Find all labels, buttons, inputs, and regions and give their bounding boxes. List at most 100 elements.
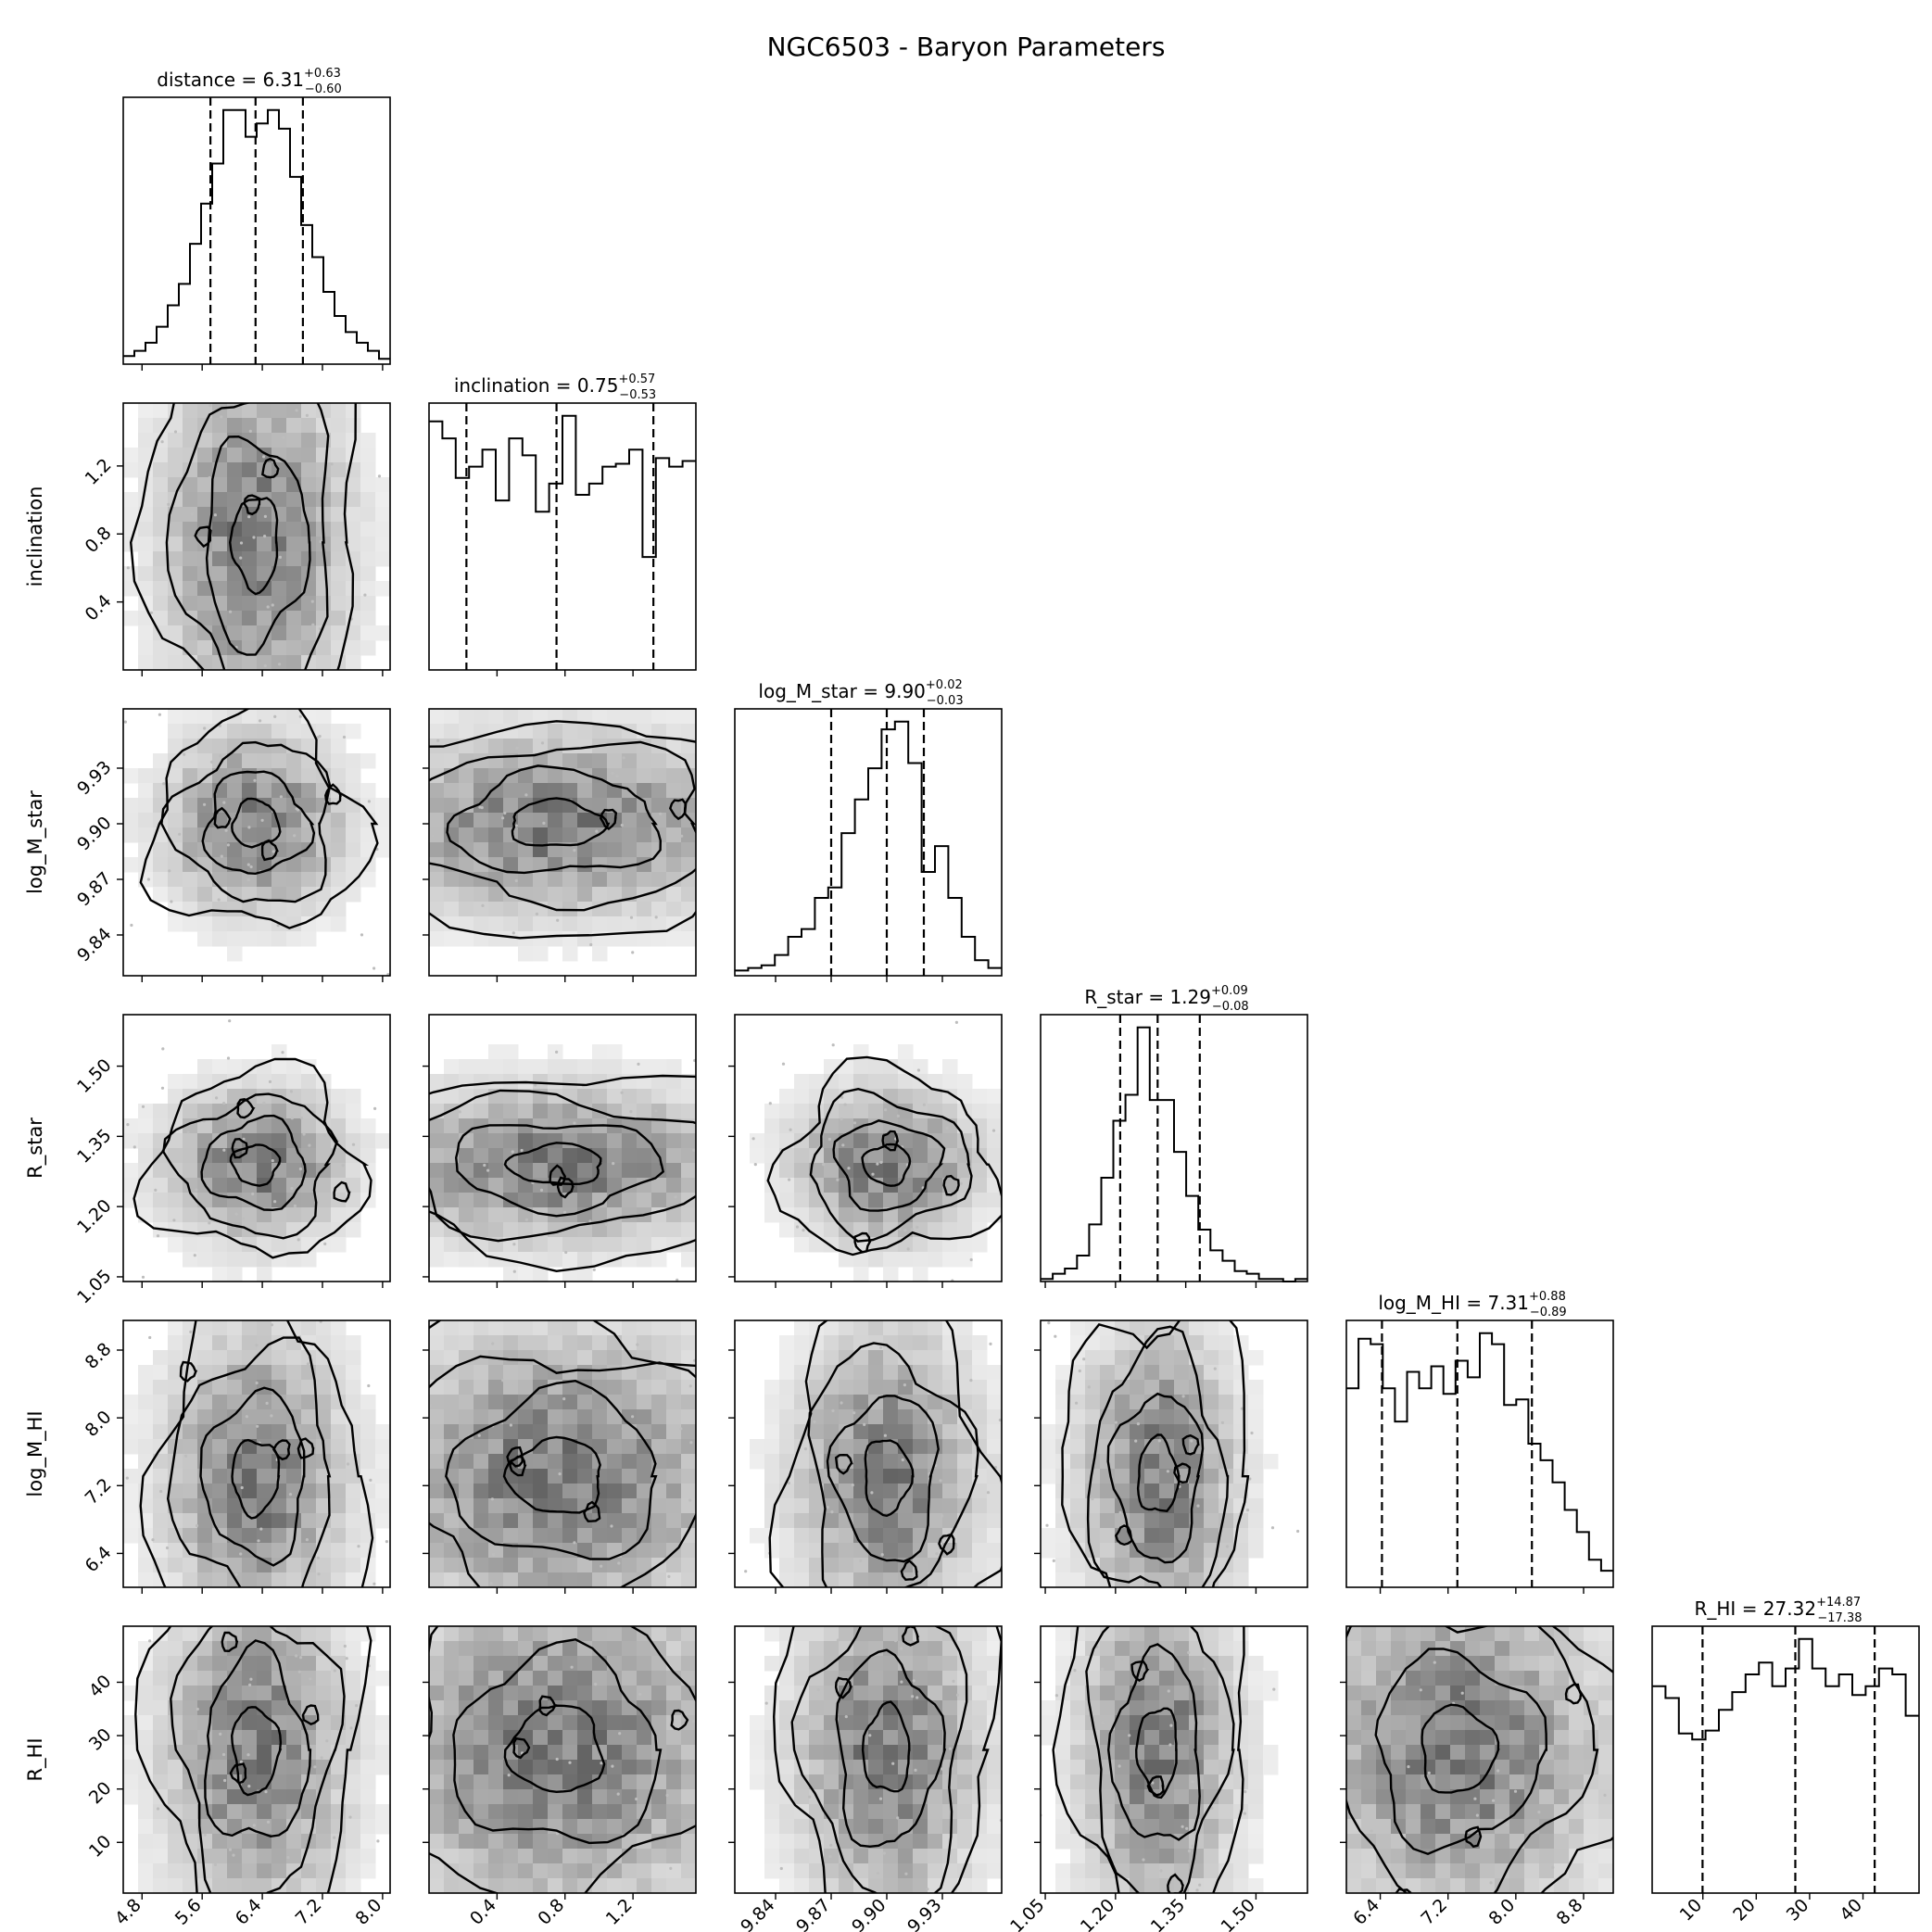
scatter-panel-R_star-vs-R_HI	[1040, 1625, 1308, 1894]
histogram-steps-R_star	[1041, 1026, 1307, 1282]
contour-peak	[297, 1437, 315, 1459]
y-tick-label-R_HI: 40	[85, 1671, 116, 1701]
contour-line	[445, 1379, 658, 1560]
contour-line	[1106, 1643, 1201, 1841]
contour-line	[200, 1114, 307, 1212]
x-tick-label-distance: 8.0	[351, 1895, 385, 1929]
panel-frame	[734, 1625, 1003, 1894]
x-tick-label-log_M_star: 9.93	[903, 1895, 945, 1932]
x-tick-label-R_star: 1.20	[1077, 1895, 1118, 1932]
scatter-panel-distance-vs-log_M_HI	[122, 1320, 391, 1588]
y-tick-label-log_M_HI: 8.8	[82, 1339, 116, 1373]
contour-line	[861, 1700, 911, 1793]
contour-line	[1134, 1707, 1178, 1799]
contour-line	[1106, 1392, 1205, 1564]
contour-peak	[1146, 1775, 1165, 1797]
page-title: NGC6503 - Baryon Parameters	[766, 32, 1166, 62]
y-tick-label-R_star: 1.05	[73, 1266, 115, 1307]
scatter-panel-inclination-vs-log_M_HI	[428, 1320, 697, 1588]
panel-frame	[122, 96, 391, 365]
x-tick-label-R_star: 1.05	[1006, 1895, 1048, 1932]
contour-peak	[1464, 1825, 1483, 1849]
contour-peak	[670, 1709, 689, 1731]
contour-peak	[1173, 1462, 1192, 1484]
x-tick-label-distance: 5.6	[171, 1895, 206, 1929]
x-tick-label-distance: 6.4	[232, 1895, 266, 1929]
contour-peak	[881, 1130, 900, 1152]
contour-line	[807, 1342, 979, 1587]
scatter-panel-distance-vs-inclination	[122, 402, 391, 671]
panel-frame	[122, 402, 391, 671]
contour-peak	[1130, 1660, 1150, 1683]
contour-line	[162, 1092, 338, 1240]
y-axis-label-log_M_star: log_M_star	[24, 790, 47, 894]
panel-title-plus: +0.02	[926, 678, 963, 692]
y-tick-label-R_star: 1.20	[73, 1195, 115, 1237]
contour-peak	[179, 1360, 198, 1383]
contour-line	[503, 1704, 606, 1794]
contour-peak	[717, 780, 732, 799]
panel-frame	[122, 1625, 391, 1894]
histogram-distance: distance = 6.31+0.63 −0.60	[122, 67, 391, 365]
panel-title-main: R_HI = 27.32	[1695, 1597, 1817, 1620]
contour-line	[768, 1320, 1002, 1587]
panel-title-log_M_HI: log_M_HI = 7.31+0.88 −0.89	[1378, 1290, 1566, 1320]
x-tick-label-inclination: 1.2	[602, 1895, 637, 1929]
contour-line	[809, 1087, 973, 1243]
x-tick-label-R_HI: 20	[1729, 1895, 1760, 1926]
contour-line	[129, 403, 357, 670]
y-axis-label-R_HI: R_HI	[24, 1737, 47, 1781]
panel-title-main: log_M_star = 9.90	[758, 680, 926, 702]
contour-line	[772, 1626, 1002, 1893]
contour-line	[861, 1143, 912, 1187]
contour-peak	[243, 494, 261, 516]
histogram-steps-log_M_star	[735, 720, 1002, 972]
contour-line	[205, 435, 311, 656]
contour-peak	[260, 839, 279, 862]
y-tick-label-inclination: 0.8	[82, 523, 116, 557]
contour-peak	[512, 1736, 531, 1760]
contour-line	[454, 1124, 665, 1218]
y-tick-label-R_HI: 20	[85, 1778, 116, 1809]
contour-peak	[900, 1559, 918, 1582]
x-tick-label-log_M_HI: 8.0	[1484, 1895, 1519, 1929]
contour-line	[165, 403, 330, 670]
panel-title-plus: +0.63	[304, 67, 341, 81]
scatter-panel-inclination-vs-log_M_star	[428, 708, 732, 977]
contour-peak	[1564, 1683, 1583, 1705]
panel-frame	[734, 708, 1003, 977]
contour-peak	[538, 1695, 558, 1717]
panel-frame	[122, 1014, 391, 1282]
contour-peak	[236, 1098, 256, 1119]
histogram-steps-inclination	[429, 414, 696, 559]
y-tick-label-inclination: 0.4	[82, 591, 116, 625]
contour-line	[1086, 1325, 1230, 1587]
contour-peak	[194, 525, 212, 549]
contour-line	[864, 1439, 915, 1518]
y-tick-label-log_M_star: 9.90	[73, 813, 115, 854]
scatter-panel-log_M_star-vs-R_HI	[734, 1625, 1003, 1894]
y-tick-label-log_M_HI: 6.4	[82, 1542, 116, 1576]
histogram-R_HI: R_HI = 27.32+14.87 −17.38	[1651, 1596, 1920, 1894]
contour-line	[133, 1057, 373, 1259]
scatter-panel-log_M_star-vs-R_star	[734, 1014, 1003, 1282]
contour-line	[429, 1626, 696, 1893]
contour-line	[429, 1355, 696, 1587]
contour-line	[1061, 1320, 1250, 1587]
histogram-log_M_star: log_M_star = 9.90+0.02 −0.03	[734, 678, 1003, 977]
panel-title-minus: −0.60	[305, 82, 342, 96]
contour-peak	[333, 1181, 351, 1203]
x-tick-label-distance: 4.8	[111, 1895, 145, 1929]
x-tick-label-inclination: 0.4	[466, 1895, 500, 1929]
panel-title-R_star: R_star = 1.29+0.09 −0.08	[1084, 984, 1248, 1014]
contour-peak	[1395, 1888, 1412, 1893]
contour-peak	[599, 808, 618, 831]
contour-peak	[1167, 1873, 1184, 1893]
contour-line	[231, 1438, 281, 1520]
y-axis-label-log_M_HI: log_M_HI	[24, 1410, 47, 1496]
panel-title-main: inclination = 0.75	[454, 374, 619, 397]
contour-line	[826, 1395, 940, 1563]
contour-line	[229, 1143, 282, 1187]
contour-peak	[509, 1455, 527, 1477]
contour-peak	[260, 457, 280, 479]
